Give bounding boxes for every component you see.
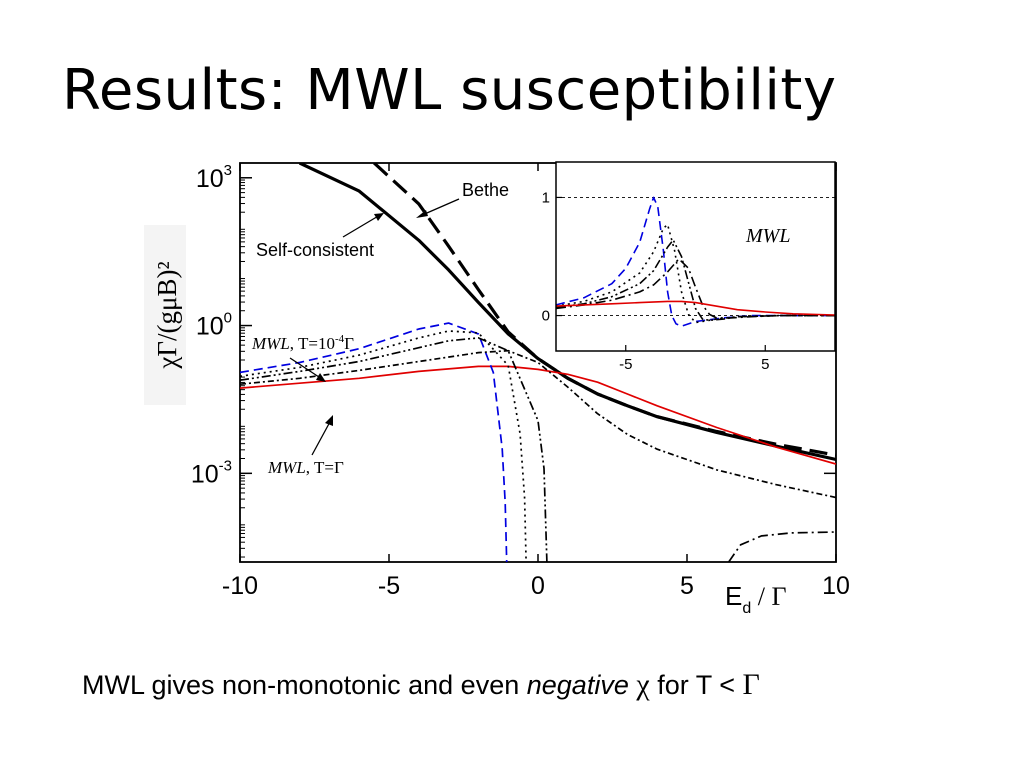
caption-part1: MWL gives non-monotonic and even bbox=[82, 670, 527, 700]
annotation-mwl-low-t-end: Γ bbox=[344, 334, 354, 353]
x-tick-label: 5 bbox=[680, 572, 694, 600]
inset-x-tick-label: 5 bbox=[761, 356, 769, 373]
annotation-mwl-low-t: MWL, T=10-4Γ bbox=[251, 333, 354, 353]
annotation-mwl-low-t-arrowhead bbox=[316, 373, 326, 382]
series-mwl-T-eq-gamma bbox=[240, 365, 836, 465]
y-axis-label: χΓ/(gμB)² bbox=[152, 261, 182, 369]
caption-chi-symbol: χ bbox=[636, 668, 650, 701]
x-axis-label: Ed / Γ bbox=[725, 581, 787, 617]
inset-y-tick-label: 1 bbox=[542, 189, 550, 206]
annotation-mwl-low-t-exp: -4 bbox=[335, 333, 345, 345]
annotation-self-consistent-arrowhead bbox=[374, 213, 384, 221]
inset-plot-frame bbox=[555, 161, 836, 352]
y-tick-label: 10-3 bbox=[191, 457, 232, 488]
annotation-bethe-arrowhead bbox=[416, 210, 428, 218]
slide-title: Results: MWL susceptibility bbox=[62, 58, 837, 123]
annotation-self-consistent: Self-consistent bbox=[256, 240, 374, 260]
x-tick-label: 10 bbox=[822, 572, 850, 600]
y-axis-label-group: χΓ/(gμB)² bbox=[144, 225, 186, 405]
slide-caption: MWL gives non-monotonic and even negativ… bbox=[82, 668, 760, 702]
main-series bbox=[240, 163, 836, 562]
y-axis-label-bg bbox=[144, 225, 186, 405]
annotation-mwl-high-t-italic: MWL bbox=[267, 458, 306, 477]
inset-series bbox=[556, 196, 835, 328]
annotation-mwl-low-t-rest: , T=10 bbox=[290, 334, 335, 353]
annotation-mwl-high-t-arrow bbox=[311, 419, 332, 456]
series-mwl-dashdotdot bbox=[240, 337, 548, 562]
inset-series-inset-dashdotdot bbox=[556, 239, 835, 322]
y-tick-label: 103 bbox=[196, 162, 232, 193]
annotation-self-consistent-arrow bbox=[342, 214, 381, 238]
caption-gamma-symbol: Γ bbox=[742, 668, 760, 701]
annotation-mwl-high-t: MWL, T=Γ bbox=[267, 458, 344, 477]
inset-y-tick-label: 0 bbox=[542, 308, 550, 325]
annotation-mwl-low-t-italic: MWL bbox=[251, 334, 290, 353]
y-tick-label: 100 bbox=[196, 310, 232, 341]
x-axis-label-main: E bbox=[725, 581, 742, 611]
x-tick-label: -10 bbox=[222, 572, 258, 600]
x-axis-label-sub: d bbox=[742, 600, 751, 617]
series-mwl-negative-branch bbox=[728, 531, 836, 562]
x-tick-label: 0 bbox=[531, 572, 545, 600]
series-mwl-blue-lowest-T bbox=[240, 322, 508, 562]
series-mwl-dashdot-dense bbox=[240, 349, 836, 499]
annotation-mwl-high-t-rest: , T=Γ bbox=[306, 458, 344, 477]
annotation-mwl-low-t-arrow bbox=[289, 357, 323, 380]
x-tick-label: -5 bbox=[378, 572, 400, 600]
x-tick-labels: -10 -5 0 5 10 bbox=[222, 572, 850, 600]
caption-part2: for T < bbox=[649, 670, 743, 700]
inset-title: MWL bbox=[745, 225, 790, 247]
y-tick-labels: 103 100 10-3 bbox=[191, 162, 232, 489]
inset-background bbox=[556, 162, 835, 351]
inset-guides bbox=[556, 197, 835, 316]
inset-x-tick-label: -5 bbox=[619, 356, 632, 373]
inset-series-inset-red bbox=[556, 300, 835, 316]
series-mwl-dotted bbox=[240, 330, 527, 562]
annotation-mwl-high-t-arrowhead bbox=[325, 415, 333, 426]
annotation-bethe: Bethe bbox=[462, 180, 509, 200]
caption-negative: negative bbox=[526, 670, 629, 700]
inset-ticks: -5 5 0 1 bbox=[542, 189, 770, 373]
series-bethe bbox=[373, 163, 836, 457]
inset-series-inset-dashdot bbox=[556, 258, 835, 319]
x-axis-label-rest: / Γ bbox=[751, 582, 786, 611]
